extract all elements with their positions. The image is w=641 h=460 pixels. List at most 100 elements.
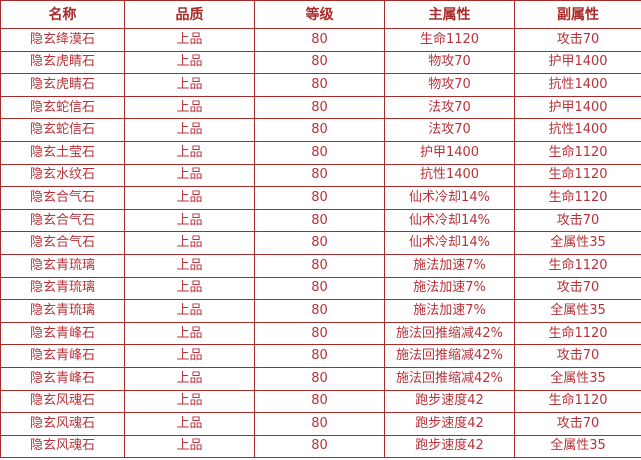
cell-name: 隐玄风魂石 (0, 412, 125, 436)
table-row: 隐玄水纹石 上品 80 抗性1400 生命1120 (0, 163, 641, 188)
table-row: 隐玄青峰石 上品 80 施法回推缩减42% 生命1120 (0, 321, 641, 346)
cell-quality: 上品 (124, 140, 255, 165)
table-row: 隐玄风魂石 上品 80 跑步速度42 攻击70 (0, 412, 641, 436)
cell-quality: 上品 (124, 50, 255, 75)
cell-main-attr: 护甲1400 (384, 140, 515, 165)
cell-quality: 上品 (124, 95, 255, 120)
cell-level: 80 (254, 28, 385, 52)
cell-sub-attr: 攻击70 (514, 208, 641, 233)
table-row: 隐玄蛇信石 上品 80 法攻70 护甲1400 (0, 95, 641, 120)
cell-level: 80 (254, 366, 385, 391)
cell-sub-attr: 攻击70 (514, 276, 641, 301)
cell-level: 80 (254, 231, 385, 255)
cell-sub-attr: 护甲1400 (514, 50, 641, 75)
cell-name: 隐玄风魂石 (0, 434, 125, 459)
cell-quality: 上品 (124, 299, 255, 323)
cell-sub-attr: 全属性35 (514, 231, 641, 255)
cell-level: 80 (254, 276, 385, 301)
cell-level: 80 (254, 299, 385, 323)
cell-main-attr: 法攻70 (384, 95, 515, 120)
cell-quality: 上品 (124, 389, 255, 414)
cell-sub-attr: 全属性35 (514, 299, 641, 323)
cell-level: 80 (254, 163, 385, 188)
cell-quality: 上品 (124, 28, 255, 52)
cell-main-attr: 仙术冷却14% (384, 186, 515, 210)
cell-main-attr: 生命1120 (384, 28, 515, 52)
cell-name: 隐玄蛇信石 (0, 95, 125, 120)
cell-level: 80 (254, 140, 385, 165)
cell-name: 隐玄虎睛石 (0, 73, 125, 97)
cell-quality: 上品 (124, 208, 255, 233)
cell-level: 80 (254, 389, 385, 414)
header-level: 等级 (254, 0, 385, 29)
cell-main-attr: 施法回推缩减42% (384, 366, 515, 391)
cell-quality: 上品 (124, 321, 255, 346)
cell-level: 80 (254, 50, 385, 75)
cell-main-attr: 抗性1400 (384, 163, 515, 188)
cell-name: 隐玄土莹石 (0, 140, 125, 165)
header-main-attr: 主属性 (384, 0, 515, 29)
cell-quality: 上品 (124, 73, 255, 97)
cell-sub-attr: 生命1120 (514, 253, 641, 278)
cell-main-attr: 施法回推缩减42% (384, 321, 515, 346)
cell-name: 隐玄青峰石 (0, 366, 125, 391)
cell-name: 隐玄风魂石 (0, 389, 125, 414)
cell-level: 80 (254, 253, 385, 278)
header-quality: 品质 (124, 0, 255, 29)
cell-sub-attr: 攻击70 (514, 412, 641, 436)
cell-sub-attr: 生命1120 (514, 140, 641, 165)
cell-level: 80 (254, 344, 385, 368)
cell-sub-attr: 生命1120 (514, 321, 641, 346)
cell-main-attr: 物攻70 (384, 50, 515, 75)
cell-sub-attr: 全属性35 (514, 366, 641, 391)
cell-quality: 上品 (124, 186, 255, 210)
header-name: 名称 (0, 0, 125, 29)
cell-name: 隐玄绛漠石 (0, 28, 125, 52)
cell-main-attr: 仙术冷却14% (384, 208, 515, 233)
cell-sub-attr: 攻击70 (514, 344, 641, 368)
cell-sub-attr: 抗性1400 (514, 118, 641, 142)
cell-level: 80 (254, 118, 385, 142)
header-sub-attr: 副属性 (514, 0, 641, 29)
cell-sub-attr: 生命1120 (514, 389, 641, 414)
cell-sub-attr: 全属性35 (514, 434, 641, 459)
table-row: 隐玄合气石 上品 80 仙术冷却14% 生命1120 (0, 186, 641, 210)
table-row: 隐玄虎睛石 上品 80 物攻70 抗性1400 (0, 73, 641, 97)
cell-main-attr: 跑步速度42 (384, 434, 515, 459)
table-row: 隐玄合气石 上品 80 仙术冷却14% 全属性35 (0, 231, 641, 255)
table-row: 隐玄青琉璃 上品 80 施法加速7% 全属性35 (0, 299, 641, 323)
table-row: 隐玄青峰石 上品 80 施法回推缩减42% 攻击70 (0, 344, 641, 368)
cell-quality: 上品 (124, 434, 255, 459)
cell-name: 隐玄水纹石 (0, 163, 125, 188)
cell-sub-attr: 抗性1400 (514, 73, 641, 97)
cell-name: 隐玄青峰石 (0, 344, 125, 368)
cell-level: 80 (254, 434, 385, 459)
cell-quality: 上品 (124, 118, 255, 142)
cell-quality: 上品 (124, 163, 255, 188)
cell-name: 隐玄青琉璃 (0, 299, 125, 323)
cell-name: 隐玄青琉璃 (0, 276, 125, 301)
cell-level: 80 (254, 95, 385, 120)
cell-level: 80 (254, 73, 385, 97)
cell-name: 隐玄合气石 (0, 231, 125, 255)
cell-main-attr: 施法加速7% (384, 276, 515, 301)
cell-name: 隐玄青琉璃 (0, 253, 125, 278)
cell-main-attr: 跑步速度42 (384, 412, 515, 436)
table-row: 隐玄青琉璃 上品 80 施法加速7% 攻击70 (0, 276, 641, 301)
cell-name: 隐玄合气石 (0, 186, 125, 210)
cell-level: 80 (254, 412, 385, 436)
cell-main-attr: 物攻70 (384, 73, 515, 97)
cell-main-attr: 施法加速7% (384, 253, 515, 278)
table-row: 隐玄风魂石 上品 80 跑步速度42 生命1120 (0, 389, 641, 414)
cell-main-attr: 施法加速7% (384, 299, 515, 323)
cell-main-attr: 施法回推缩减42% (384, 344, 515, 368)
table-row: 隐玄虎睛石 上品 80 物攻70 护甲1400 (0, 50, 641, 75)
cell-quality: 上品 (124, 412, 255, 436)
cell-main-attr: 跑步速度42 (384, 389, 515, 414)
cell-level: 80 (254, 208, 385, 233)
cell-quality: 上品 (124, 344, 255, 368)
cell-sub-attr: 攻击70 (514, 28, 641, 52)
table-row: 隐玄绛漠石 上品 80 生命1120 攻击70 (0, 28, 641, 52)
cell-level: 80 (254, 186, 385, 210)
